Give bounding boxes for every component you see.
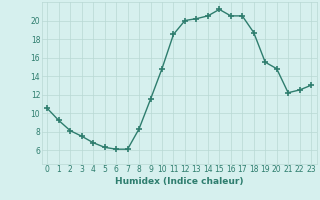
X-axis label: Humidex (Indice chaleur): Humidex (Indice chaleur) <box>115 177 244 186</box>
